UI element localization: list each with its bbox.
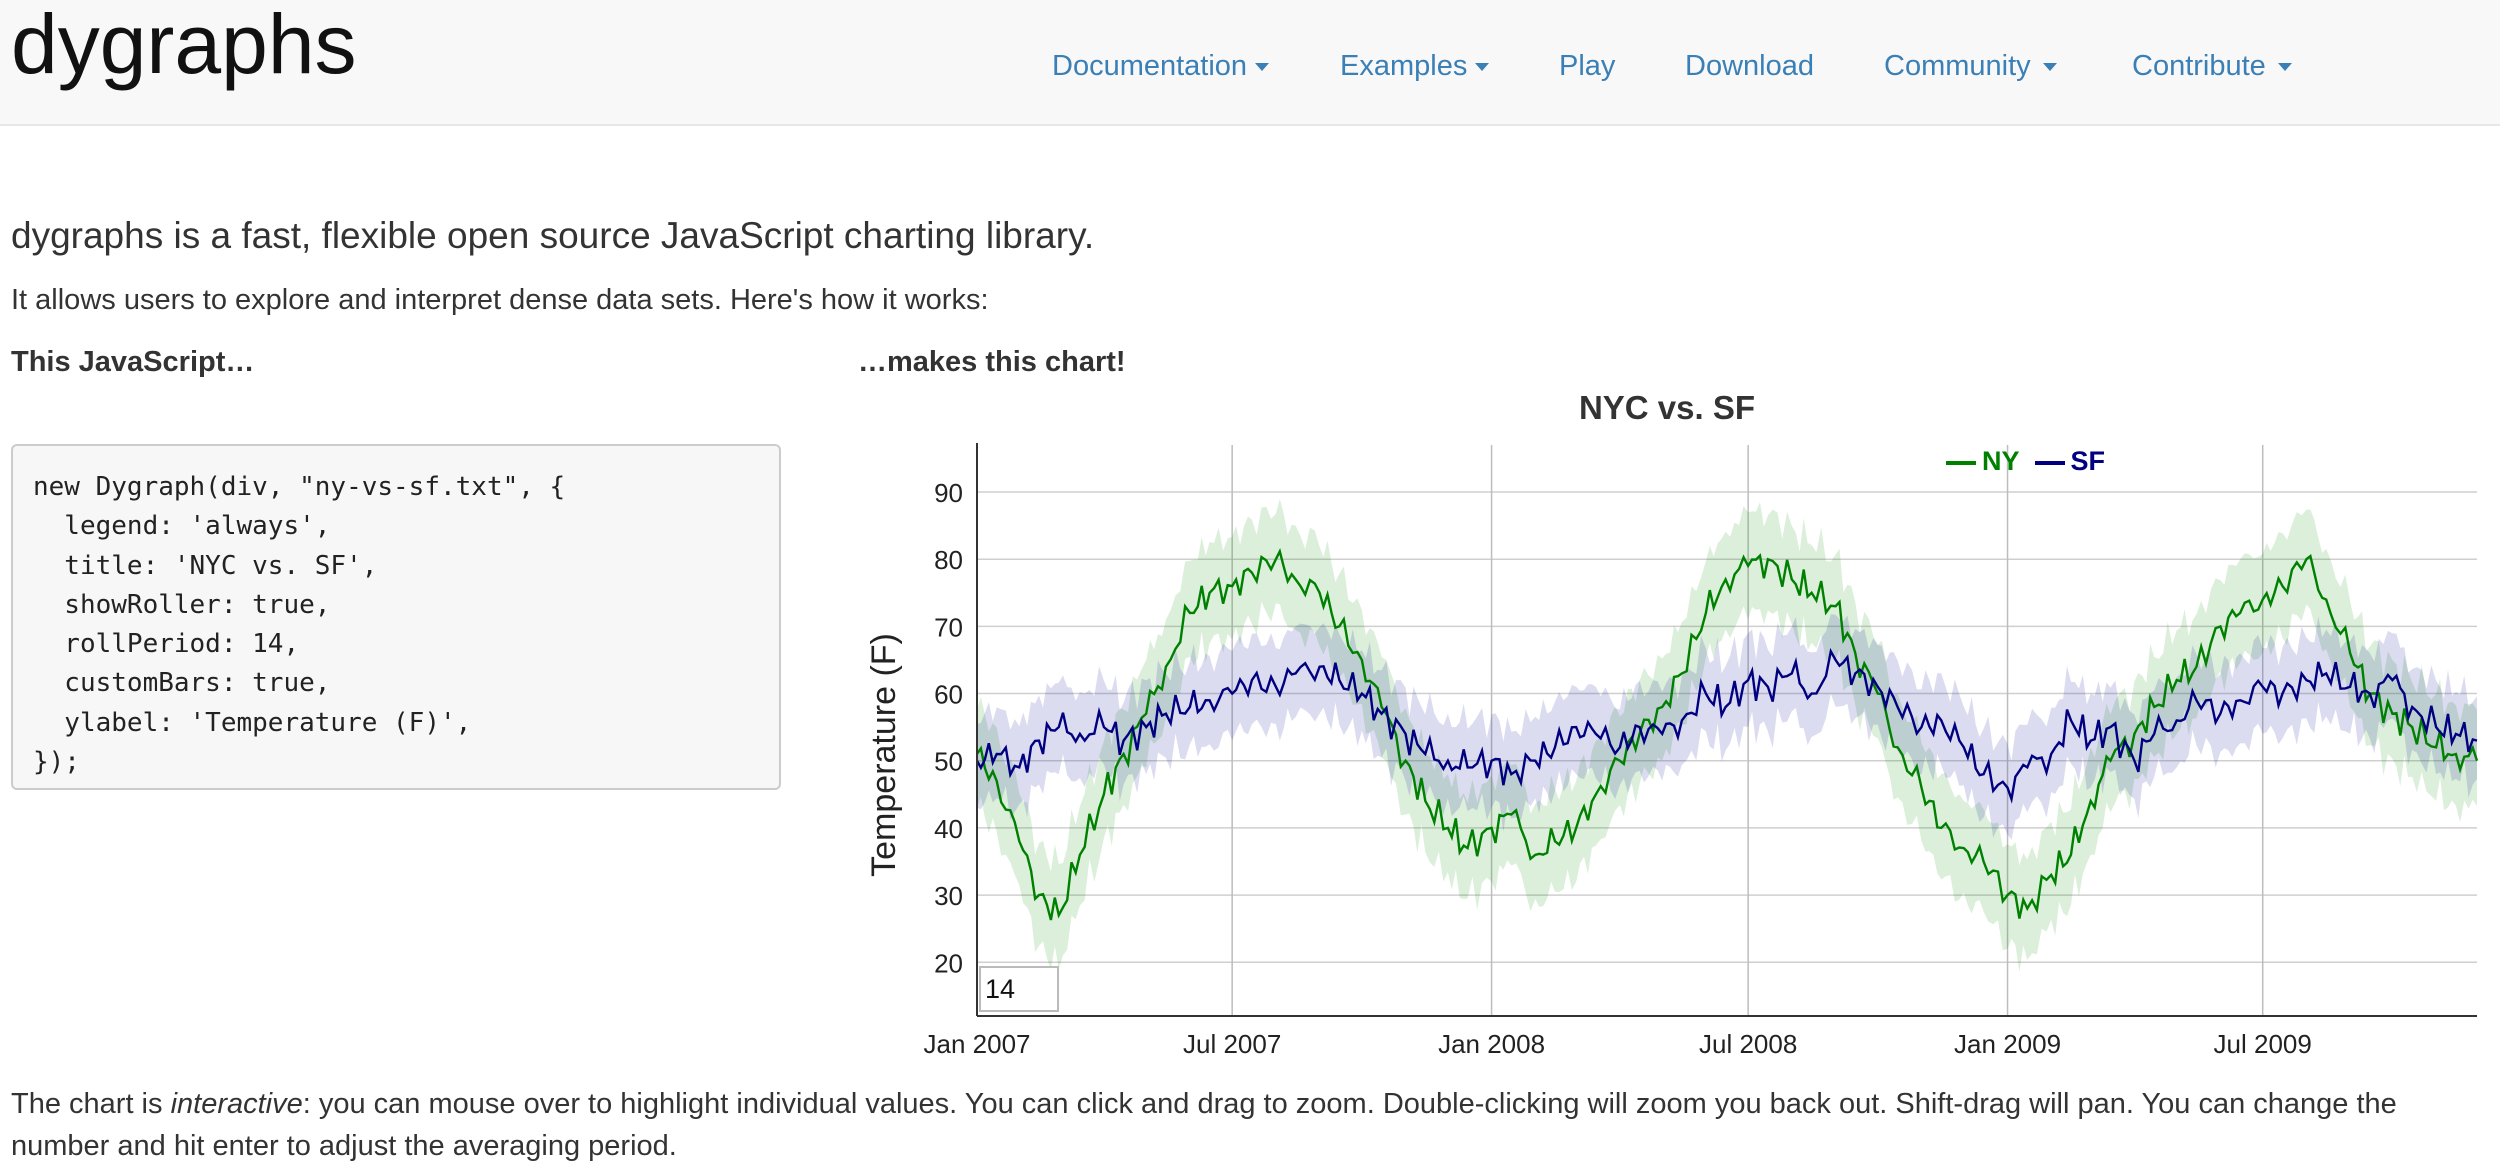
nav-label: Community (1884, 50, 2031, 82)
code-line: ylabel: 'Temperature (F)', (33, 707, 472, 738)
legend-swatch-sf (2034, 460, 2065, 465)
caret-down-icon (2277, 63, 2292, 72)
band-sf (977, 614, 2477, 840)
chart-ticks: 20 30 40 50 60 70 80 90 Jan 2007 Jul 2007 Jan 2008… (924, 478, 2312, 1059)
roll-period-input[interactable] (979, 966, 1059, 1012)
code-heading: This JavaScript… (11, 346, 255, 378)
x-tick-label: Jul 2007 (1183, 1029, 1281, 1059)
y-tick-label: 80 (934, 545, 963, 575)
lead-text: dygraphs is a fast, flexible open source… (11, 215, 1095, 256)
nav-community[interactable]: Community (1884, 48, 2057, 84)
chart-ylabel: Temperature (F) (865, 633, 903, 877)
y-tick-label: 90 (934, 478, 963, 508)
x-tick-label: Jan 2008 (1438, 1029, 1545, 1059)
nav-label: Contribute (2132, 50, 2266, 82)
temperature-chart[interactable]: NYC vs. SF Temperature (F) 20 30 40 50 60 70 8… (0, 0, 2500, 1080)
chart-lines (975, 547, 2479, 921)
nav-download[interactable]: Download (1685, 48, 1814, 84)
chart-heading: …makes this chart! (858, 346, 1126, 378)
footer-text: The chart is interactive: you can mouse … (11, 1083, 2481, 1167)
footer-part: The chart is (11, 1088, 171, 1120)
series-line-ny (976, 547, 2479, 921)
y-tick-label: 60 (934, 680, 963, 710)
x-tick-label: Jan 2009 (1954, 1029, 2061, 1059)
nav-play[interactable]: Play (1559, 48, 1615, 84)
y-tick-label: 40 (934, 814, 963, 844)
nav-contribute[interactable]: Contribute (2132, 48, 2292, 84)
footer-part: : you can mouse over to highlight indivi… (11, 1088, 2397, 1162)
code-line: new Dygraph(div, "ny-vs-sf.txt", { (33, 472, 566, 502)
x-tick-label: Jul 2009 (2214, 1029, 2312, 1059)
band-ny (977, 498, 2477, 972)
caret-down-icon (2042, 63, 2057, 72)
y-tick-label: 30 (934, 881, 963, 911)
code-line: rollPeriod: 14, (33, 629, 300, 660)
caret-down-icon (1255, 63, 1270, 72)
nav-label: Play (1559, 50, 1616, 82)
series-line-sf (975, 647, 2478, 804)
x-tick-label: Jan 2007 (924, 1029, 1031, 1059)
legend-label-ny: NY (1982, 446, 2020, 476)
navbar: dygraphs Documentation Examples Play Dow… (0, 0, 2500, 126)
code-line: legend: 'always', (33, 511, 331, 542)
y-tick-label: 50 (934, 747, 963, 777)
brand-logo[interactable]: dygraphs (11, 0, 357, 91)
code-line: title: 'NYC vs. SF', (33, 550, 378, 581)
code-line: customBars: true, (33, 668, 331, 699)
intro-text: It allows users to explore and interpret… (11, 284, 989, 316)
code-line: }); (33, 747, 80, 778)
code-block: new Dygraph(div, "ny-vs-sf.txt", { legen… (11, 444, 781, 790)
chart-legend: NY SF (1946, 443, 2105, 479)
nav-documentation[interactable]: Documentation (1052, 48, 1270, 84)
chart-bands (977, 498, 2477, 972)
nav-label: Download (1685, 50, 1814, 82)
legend-label-sf: SF (2070, 446, 2106, 476)
y-tick-label: 20 (934, 948, 963, 978)
caret-down-icon (1475, 63, 1490, 72)
nav-label: Documentation (1052, 50, 1248, 82)
code-line: showRoller: true, (33, 589, 331, 620)
y-tick-label: 70 (934, 612, 963, 642)
nav-label: Examples (1340, 50, 1468, 82)
footer-emphasis: interactive (170, 1088, 303, 1120)
x-tick-label: Jul 2008 (1699, 1029, 1797, 1059)
nav-examples[interactable]: Examples (1340, 48, 1490, 84)
chart-title: NYC vs. SF (1579, 389, 1755, 426)
chart-axes (976, 443, 2477, 1017)
legend-swatch-ny (1946, 460, 1976, 465)
